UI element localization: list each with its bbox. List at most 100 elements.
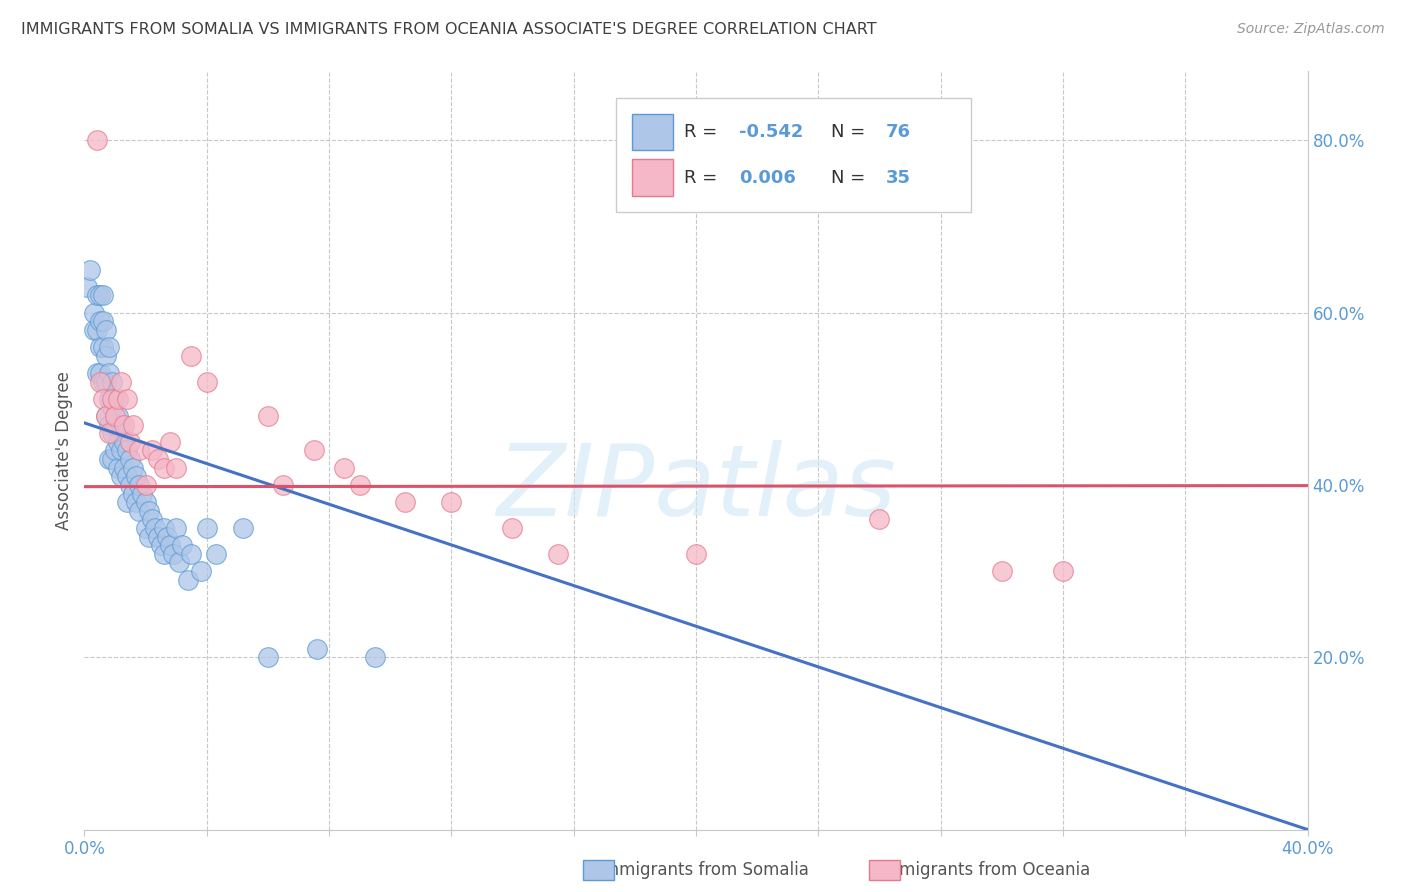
Point — [97, 426, 120, 441]
Text: 0.006: 0.006 — [738, 169, 796, 186]
Point — [257, 409, 280, 423]
Point — [107, 409, 129, 423]
Point — [101, 401, 124, 415]
Point — [547, 547, 569, 561]
Point — [110, 417, 132, 432]
Point — [685, 547, 707, 561]
Point — [305, 641, 328, 656]
Point — [172, 538, 194, 552]
Point — [101, 426, 124, 441]
FancyBboxPatch shape — [616, 98, 972, 211]
Text: 76: 76 — [886, 123, 911, 141]
Point — [91, 375, 114, 389]
Text: Immigrants from Somalia: Immigrants from Somalia — [598, 861, 808, 879]
Text: Source: ZipAtlas.com: Source: ZipAtlas.com — [1237, 22, 1385, 37]
Point — [107, 392, 129, 406]
Point — [122, 486, 145, 500]
Point — [122, 460, 145, 475]
Point — [107, 460, 129, 475]
Point — [138, 504, 160, 518]
Point — [86, 288, 108, 302]
Point — [869, 512, 891, 526]
Point — [83, 305, 105, 319]
Point — [101, 452, 124, 467]
Point — [107, 434, 129, 449]
Text: Immigrants from Oceania: Immigrants from Oceania — [879, 861, 1090, 879]
Point — [94, 349, 117, 363]
Point — [112, 460, 135, 475]
Point — [128, 504, 150, 518]
Point — [115, 469, 138, 483]
Point — [120, 452, 142, 467]
Point — [86, 366, 108, 380]
Point — [257, 650, 280, 665]
Point — [195, 375, 218, 389]
Point — [94, 375, 117, 389]
Point — [104, 392, 127, 406]
Point — [91, 340, 114, 354]
Point — [89, 366, 111, 380]
Point — [97, 340, 120, 354]
Point — [89, 375, 111, 389]
Y-axis label: Associate's Degree: Associate's Degree — [55, 371, 73, 530]
Point — [94, 409, 117, 423]
Bar — [633, 114, 672, 150]
Point — [153, 547, 176, 561]
Point — [143, 521, 166, 535]
Point — [167, 556, 190, 570]
Text: R =: R = — [683, 123, 723, 141]
Point — [86, 133, 108, 147]
Point — [190, 564, 212, 578]
Point — [104, 417, 127, 432]
Point — [101, 375, 124, 389]
Point — [135, 495, 157, 509]
Point — [97, 366, 120, 380]
Point — [101, 392, 124, 406]
Point — [195, 521, 218, 535]
Point — [91, 314, 114, 328]
Point — [440, 495, 463, 509]
Point — [159, 434, 181, 449]
Text: ZIPatlas: ZIPatlas — [496, 440, 896, 537]
Point — [153, 521, 176, 535]
Text: N =: N = — [831, 169, 870, 186]
Point — [120, 434, 142, 449]
Point — [94, 409, 117, 423]
Point — [76, 279, 98, 293]
Point — [156, 530, 179, 544]
Point — [128, 478, 150, 492]
Point — [104, 409, 127, 423]
Point — [138, 530, 160, 544]
Point — [131, 486, 153, 500]
Point — [232, 521, 254, 535]
Point — [91, 392, 114, 406]
Point — [302, 443, 325, 458]
Point — [141, 443, 163, 458]
Point — [115, 443, 138, 458]
Point — [128, 443, 150, 458]
Point — [146, 452, 169, 467]
Point — [165, 521, 187, 535]
Point — [205, 547, 228, 561]
Point — [104, 443, 127, 458]
Point — [125, 469, 148, 483]
Point — [394, 495, 416, 509]
Point — [89, 340, 111, 354]
Point — [110, 469, 132, 483]
Point — [165, 460, 187, 475]
Point — [97, 392, 120, 406]
Point — [146, 530, 169, 544]
Point — [122, 417, 145, 432]
Point — [112, 417, 135, 432]
Text: -0.542: -0.542 — [738, 123, 803, 141]
Point — [153, 460, 176, 475]
Point — [349, 478, 371, 492]
Point — [89, 314, 111, 328]
Point — [177, 573, 200, 587]
Point — [79, 262, 101, 277]
Point — [364, 650, 387, 665]
Point — [271, 478, 294, 492]
Point — [94, 323, 117, 337]
Point — [83, 323, 105, 337]
Point — [91, 288, 114, 302]
